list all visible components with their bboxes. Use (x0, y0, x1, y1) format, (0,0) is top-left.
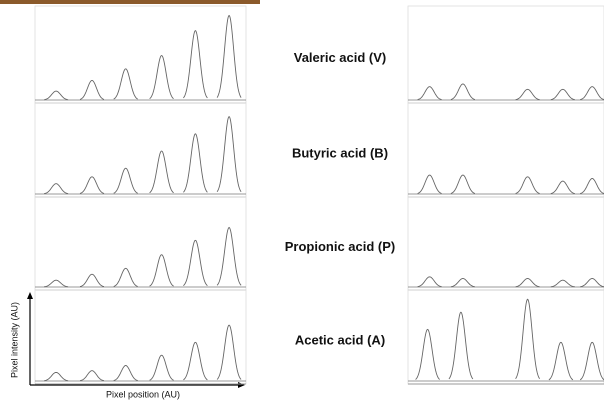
peak (550, 88, 575, 101)
peak (515, 278, 540, 288)
panel-frame (407, 102, 604, 198)
peak (183, 133, 208, 193)
peak (580, 86, 604, 101)
image-strip (0, 0, 260, 4)
peak (579, 341, 604, 381)
peak (216, 226, 242, 286)
panel-frame (407, 196, 604, 291)
peak (183, 341, 208, 381)
peak (450, 174, 476, 194)
peak (550, 279, 575, 288)
peak (149, 150, 174, 194)
peak (216, 324, 242, 380)
peak (149, 254, 174, 287)
panel-frame (34, 5, 247, 104)
peak (216, 115, 242, 193)
x-axis-label: Pixel position (AU) (106, 389, 180, 399)
acid-label: Valeric acid (V) (294, 50, 387, 65)
peak (550, 180, 575, 195)
peak (113, 365, 138, 382)
peak (580, 278, 604, 288)
acid-label: Acetic acid (A) (295, 332, 385, 347)
peak (79, 370, 105, 382)
y-axis-label: Pixel intensity (AU) (9, 302, 19, 378)
peak (216, 14, 242, 98)
peak (515, 88, 540, 101)
panel-frame (34, 196, 247, 291)
peak (113, 68, 138, 100)
peak (79, 176, 105, 194)
peak (450, 278, 475, 288)
acid-label: Butyric acid (B) (292, 145, 388, 160)
peak (44, 90, 69, 101)
acid-label: Propionic acid (P) (285, 239, 396, 254)
panel-frame (407, 289, 604, 385)
peak (183, 30, 208, 99)
peak (515, 298, 540, 379)
y-arrow (27, 292, 33, 299)
peak (183, 239, 208, 287)
x-arrow (238, 382, 245, 388)
peak (113, 267, 138, 287)
panel-frame (34, 102, 247, 198)
peak (44, 279, 69, 288)
peak (149, 354, 174, 381)
peak (417, 174, 442, 194)
peak (548, 341, 574, 381)
panel-frame (407, 5, 604, 104)
peak (515, 176, 540, 194)
peak (79, 79, 105, 100)
peak (415, 328, 440, 380)
peak (417, 86, 442, 101)
peak (417, 276, 442, 288)
peak (44, 371, 69, 382)
peak (149, 54, 174, 100)
peak (79, 273, 105, 288)
panel-frame (34, 289, 247, 385)
peak (448, 311, 474, 380)
peak (580, 178, 604, 195)
peak (450, 83, 475, 100)
peak (113, 167, 138, 194)
peak (44, 183, 69, 195)
